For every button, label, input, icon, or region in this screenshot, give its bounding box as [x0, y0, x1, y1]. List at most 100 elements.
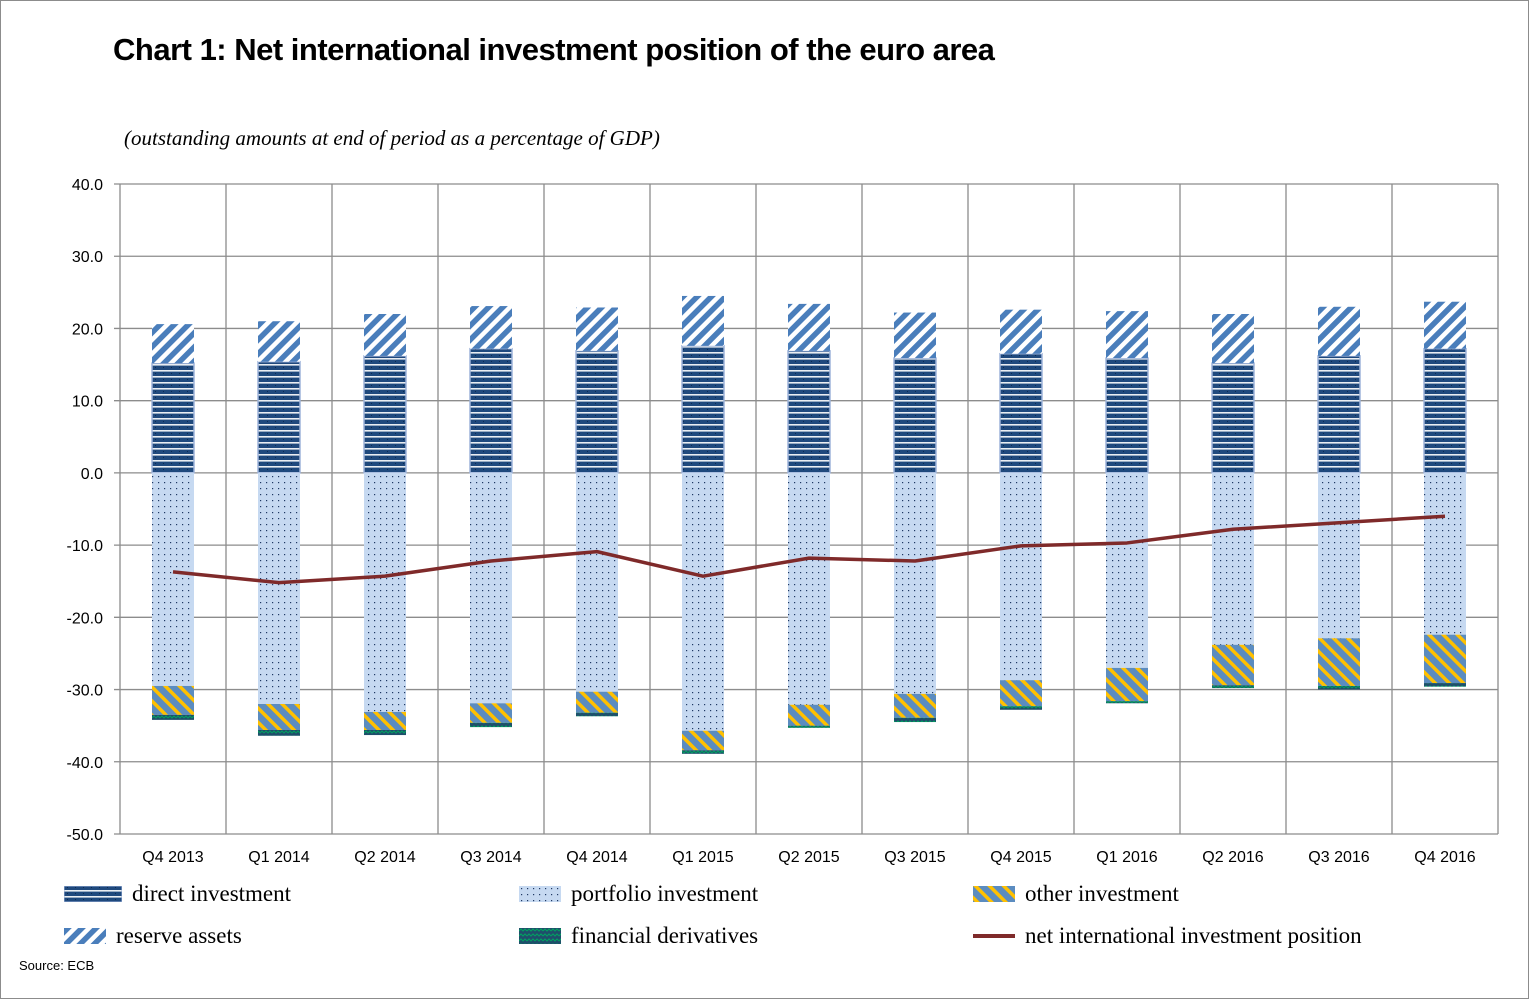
bar-portfolio-investment [1212, 472, 1254, 645]
bar-portfolio-investment [682, 472, 724, 731]
bar-financial-derivatives [1424, 683, 1466, 687]
bar-financial-derivatives [576, 712, 618, 717]
bar-portfolio-investment [364, 472, 406, 712]
bar-direct-investment [1105, 357, 1149, 474]
x-tick-label: Q2 2014 [354, 849, 415, 866]
bar-portfolio-investment [1106, 472, 1148, 668]
bar-portfolio-investment [1000, 472, 1042, 681]
y-tick-label: -40.0 [67, 755, 104, 772]
bar-financial-derivatives [1106, 701, 1148, 704]
bar-financial-derivatives [152, 714, 194, 720]
x-tick-label: Q2 2016 [1202, 849, 1263, 866]
x-tick-label: Q4 2014 [566, 849, 627, 866]
legend-swatch-reserve-assets [64, 928, 106, 944]
y-tick-label: 20.0 [72, 321, 103, 338]
bar-financial-derivatives [894, 717, 936, 723]
x-tick-label: Q4 2016 [1414, 849, 1475, 866]
legend-label: portfolio investment [571, 881, 759, 906]
bar-reserve-assets [788, 303, 830, 351]
bar-reserve-assets [258, 321, 300, 362]
legend-item-niip: net international investment position [973, 923, 1362, 949]
bar-other-investment [894, 693, 936, 718]
bar-other-investment [470, 703, 512, 723]
legend-label: reserve assets [116, 923, 242, 948]
legend-swatch-portfolio-investment [519, 886, 561, 902]
bar-direct-investment [893, 357, 937, 474]
bar-direct-investment [363, 355, 407, 474]
bar-financial-derivatives [1212, 685, 1254, 689]
bar-other-investment [1424, 634, 1466, 684]
legend-label: direct investment [132, 881, 292, 906]
legend-item-direct-investment: direct investment [64, 881, 291, 907]
bar-reserve-assets [1000, 309, 1042, 354]
bar-portfolio-investment [152, 472, 194, 686]
chart-title: Chart 1: Net international investment po… [113, 32, 995, 67]
bar-direct-investment [1317, 355, 1361, 474]
x-tick-label: Q1 2014 [248, 849, 309, 866]
bar-portfolio-investment [788, 472, 830, 705]
y-tick-label: 0.0 [81, 466, 103, 483]
bar-other-investment [682, 730, 724, 751]
bar-portfolio-investment [576, 472, 618, 692]
bar-financial-derivatives [364, 730, 406, 736]
y-tick-label: 40.0 [72, 177, 103, 194]
bar-financial-derivatives [1318, 685, 1360, 690]
legend-label: other investment [1025, 881, 1179, 906]
bar-financial-derivatives [788, 725, 830, 728]
y-tick-label: -10.0 [67, 538, 104, 555]
y-tick-label: 30.0 [72, 249, 103, 266]
bar-other-investment [1318, 638, 1360, 686]
legend-swatch-other-investment [973, 886, 1015, 902]
x-tick-label: Q3 2016 [1308, 849, 1369, 866]
bar-portfolio-investment [894, 472, 936, 694]
bar-direct-investment [1211, 362, 1255, 474]
bar-direct-investment [681, 345, 725, 474]
legend-item-reserve-assets: reserve assets [64, 923, 242, 949]
x-tick-label: Q3 2014 [460, 849, 521, 866]
x-tick-label: Q3 2015 [884, 849, 945, 866]
bar-reserve-assets [470, 306, 512, 349]
chart-subtitle: (outstanding amounts at end of period as… [124, 126, 660, 150]
bar-reserve-assets [1424, 301, 1466, 349]
legend-label: financial derivatives [571, 923, 759, 948]
y-tick-label: -20.0 [67, 610, 104, 627]
bar-other-investment [152, 685, 194, 715]
bar-portfolio-investment [470, 472, 512, 704]
bar-financial-derivatives [470, 722, 512, 728]
legend-item-financial-derivatives: financial derivatives [519, 923, 758, 949]
bar-reserve-assets [682, 295, 724, 346]
bar-other-investment [788, 704, 830, 726]
x-tick-label: Q4 2013 [142, 849, 203, 866]
bar-other-investment [1106, 667, 1148, 702]
bar-portfolio-investment [1318, 472, 1360, 639]
bar-other-investment [364, 711, 406, 730]
bar-financial-derivatives [1000, 706, 1042, 710]
legend-label: net international investment position [1025, 923, 1362, 948]
bar-reserve-assets [1318, 306, 1360, 356]
bar-other-investment [1212, 644, 1254, 686]
bar-direct-investment [999, 352, 1043, 474]
y-tick-label: 10.0 [72, 394, 103, 411]
bar-direct-investment [1423, 347, 1467, 474]
bar-reserve-assets [364, 314, 406, 356]
bar-reserve-assets [1106, 311, 1148, 359]
bar-reserve-assets [152, 324, 194, 364]
bar-direct-investment [257, 360, 301, 474]
bar-direct-investment [787, 350, 831, 474]
y-tick-label: -30.0 [67, 683, 104, 700]
bar-other-investment [576, 691, 618, 713]
bar-other-investment [258, 704, 300, 730]
x-tick-label: Q1 2015 [672, 849, 733, 866]
bar-financial-derivatives [258, 730, 300, 736]
bar-portfolio-investment [258, 472, 300, 704]
x-tick-label: Q2 2015 [778, 849, 839, 866]
bar-other-investment [1000, 680, 1042, 707]
legend-swatch-direct-investment [64, 886, 122, 902]
x-tick-label: Q1 2016 [1096, 849, 1157, 866]
bar-direct-investment [575, 350, 619, 474]
legend-swatch-financial-derivatives [519, 928, 561, 944]
bar-reserve-assets [1212, 314, 1254, 364]
bar-direct-investment [469, 347, 513, 474]
source-note: Source: ECB [19, 958, 95, 973]
